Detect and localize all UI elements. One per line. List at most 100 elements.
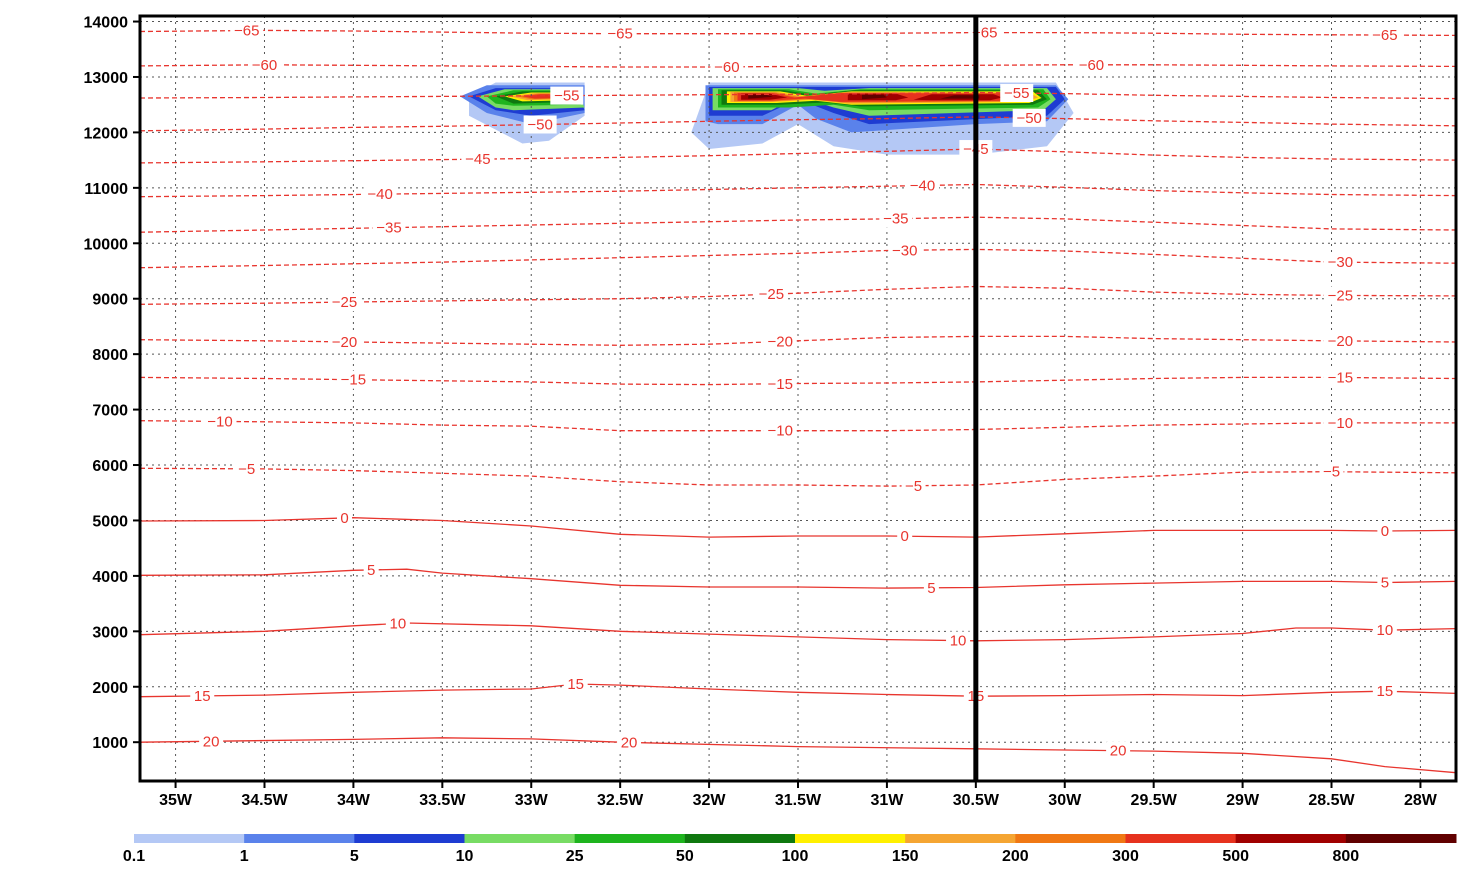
colorbar-label-6: 100 [782, 848, 809, 865]
colorbar-swatch-4 [574, 834, 686, 843]
contour-line--20 [139, 335, 1457, 346]
grid-lines [140, 16, 1456, 781]
x-tick-label-31.5: 31.5W [775, 792, 822, 809]
contour-label-bg-15-0 [190, 686, 215, 705]
contour-label-bg-20-2 [1106, 741, 1131, 760]
y-tick-label-12000: 12000 [84, 125, 129, 142]
contour-label-bg-10-2 [1372, 621, 1397, 640]
contour-line--45 [139, 148, 1457, 164]
contour-label-bg--20-0 [328, 332, 362, 351]
contour-label-0-1: 0 [901, 528, 909, 545]
colorbar-swatch-9 [1125, 834, 1237, 843]
contour-line--25 [139, 285, 1457, 305]
x-tick-label-28: 28W [1404, 792, 1438, 809]
contour-label-bg-15-3 [1372, 682, 1397, 701]
contour-label--55-0: −55 [554, 88, 579, 105]
x-tick-label-30: 30W [1048, 792, 1082, 809]
contour-label--30-1: −30 [1328, 254, 1353, 271]
contour-label-bg--15-1 [763, 374, 797, 393]
contour-label-bg--55-1 [1000, 84, 1034, 103]
contour-label--10-1: −10 [767, 423, 792, 440]
contour-label-bg--10-2 [1323, 413, 1357, 432]
contour-label-bg--15-2 [1323, 368, 1357, 387]
y-tick-label-10000: 10000 [84, 236, 129, 253]
contour-label-bg-15-1 [563, 674, 588, 693]
contour-label--40-1: −40 [910, 178, 935, 195]
colorbar-swatch-5 [684, 834, 796, 843]
y-axis: 1000 2000 3000 4000 5000 6000 7000 8000 9000 1000… [84, 15, 140, 752]
contour-line-10 [139, 622, 1457, 642]
contour-label-bg--15-0 [336, 370, 370, 389]
contour-label-bg--50-1 [1012, 108, 1046, 127]
colorbar-label-3: 10 [456, 848, 474, 865]
x-tick-label-34.5: 34.5W [241, 792, 288, 809]
y-tick-label-1000: 1000 [92, 735, 128, 752]
contour-label--15-0: −15 [341, 372, 366, 389]
contour-label-bg--5-1 [901, 476, 926, 495]
contour-label-bg--25-0 [328, 293, 362, 312]
contour-label-10-0: 10 [390, 615, 407, 632]
contour-label-bg--40-0 [363, 185, 397, 204]
contour-label-bg--5-0 [234, 459, 259, 478]
contour-line--55 [139, 91, 1457, 100]
contour-label--50-0: −50 [527, 116, 552, 133]
contour-line--65 [139, 29, 1457, 37]
contour-label-bg--65-0 [230, 21, 264, 40]
colorbar-swatch-7 [905, 834, 1016, 843]
contour-label-bg--50-0 [523, 115, 557, 134]
contour-label-20-2: 20 [1110, 743, 1127, 760]
shade-800-region-2 [940, 95, 980, 99]
contour-line--5 [139, 467, 1457, 487]
contour-label-20-1: 20 [621, 734, 638, 751]
contour-label--65-1: −65 [607, 26, 632, 43]
contour-label-bg--65-3 [1368, 26, 1402, 45]
contour-line--30 [139, 248, 1457, 269]
x-tick-label-31: 31W [870, 792, 904, 809]
contour-label-bg--35-0 [372, 218, 406, 237]
contour-label--40-0: −40 [367, 186, 392, 203]
contour-label-10-1: 10 [950, 633, 967, 650]
contour-label-bg--35-1 [879, 209, 913, 228]
y-tick-label-14000: 14000 [84, 15, 129, 32]
colorbar-swatch-6 [795, 834, 906, 843]
contour-label-bg-5-2 [1377, 573, 1393, 592]
x-tick-label-29: 29W [1226, 792, 1260, 809]
contour-label--15-1: −15 [767, 376, 792, 393]
x-tick-label-34: 34W [337, 792, 371, 809]
contour-label-20-0: 20 [203, 733, 220, 750]
contour-label-bg-10-1 [946, 631, 971, 650]
contour-label-bg-0-1 [897, 527, 913, 546]
contour-label-15-3: 15 [1377, 683, 1394, 700]
colorbar-label-1: 1 [240, 848, 249, 865]
x-tick-label-30.5: 30.5W [953, 792, 1000, 809]
x-tick-label-32: 32W [693, 792, 727, 809]
contour-label--10-0: −10 [207, 413, 232, 430]
y-tick-label-6000: 6000 [92, 458, 128, 475]
colorbar-label-7: 150 [892, 848, 919, 865]
colorbar-label-2: 5 [350, 848, 359, 865]
contour-label--25-1: −25 [759, 286, 784, 303]
contour-label-15-1: 15 [567, 676, 584, 693]
x-tick-label-35: 35W [159, 792, 193, 809]
colorbar-swatch-3 [464, 834, 576, 843]
y-tick-label-2000: 2000 [92, 680, 128, 697]
contour-label--35-1: −35 [883, 211, 908, 228]
contour-label-0-0: 0 [340, 510, 348, 527]
contour-label-bg-10-0 [385, 614, 410, 633]
x-tick-label-32.5: 32.5W [597, 792, 644, 809]
contour-label-bg--45-0 [461, 150, 495, 169]
contour-label--30-0: −30 [892, 242, 917, 259]
contour-label-bg--10-1 [763, 421, 797, 440]
colorbar-swatch-1 [244, 834, 355, 843]
x-tick-label-29.5: 29.5W [1131, 792, 1178, 809]
contour-label-bg-0-0 [337, 508, 353, 527]
x-tick-label-33.5: 33.5W [419, 792, 466, 809]
contour-label-bg--60-1 [710, 57, 744, 76]
contour-label--5-1: −5 [905, 478, 922, 495]
colorbar-label-8: 200 [1002, 848, 1029, 865]
contour-label-bg--20-1 [763, 332, 797, 351]
contour-label--65-3: −65 [1372, 27, 1397, 44]
contour-label--20-2: −20 [1328, 333, 1353, 350]
y-tick-label-4000: 4000 [92, 569, 128, 586]
